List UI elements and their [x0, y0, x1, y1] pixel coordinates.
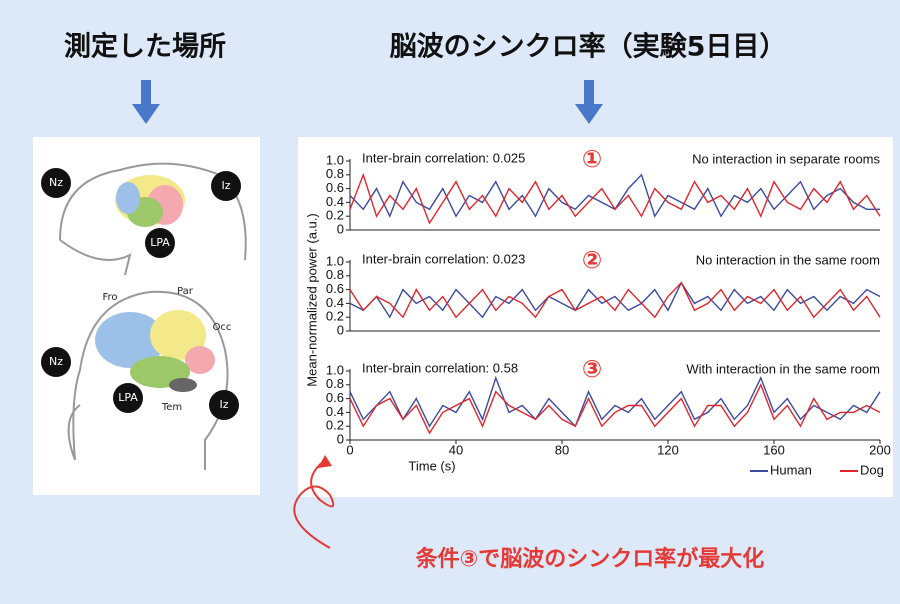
y-tick-label: 0.2 [326, 418, 344, 433]
y-tick-label: 0.4 [326, 194, 344, 209]
y-tick-label: 0.6 [326, 180, 344, 195]
y-tick-label: 0 [337, 221, 344, 236]
y-tick-label: 0.4 [326, 404, 344, 419]
series-line [349, 281, 881, 319]
label: Nz [49, 176, 63, 189]
dog-head [59, 162, 247, 276]
label: Iz [221, 179, 230, 192]
y-tick-label: 0.4 [326, 295, 344, 310]
label: Nz [49, 355, 63, 368]
x-tick-label: 160 [763, 442, 785, 457]
chart-panel [298, 137, 893, 497]
label: LPA [150, 236, 170, 249]
condition-label: No interaction in the same room [696, 252, 880, 267]
series-line [349, 375, 881, 428]
condition-label: No interaction in separate rooms [692, 151, 880, 166]
x-tick-label: 120 [657, 442, 679, 457]
correlation-label: Inter-brain correlation: 0.58 [362, 360, 518, 375]
x-axis-label: Time (s) [408, 458, 455, 473]
y-tick-label: 0.6 [326, 281, 344, 296]
y-tick-label: 1.0 [326, 253, 344, 268]
y-tick-label: 0 [337, 322, 344, 337]
y-tick-label: 1.0 [326, 362, 344, 377]
y-tick-label: 0.8 [326, 166, 344, 181]
y-tick-label: 0.2 [326, 208, 344, 223]
label: Tem [161, 402, 182, 413]
legend-label: Dog [860, 462, 884, 477]
y-tick-label: 0.8 [326, 376, 344, 391]
label: Occ [213, 322, 232, 333]
condition-label: With interaction in the same room [686, 361, 880, 376]
correlation-label: Inter-brain correlation: 0.025 [362, 150, 525, 165]
dog-brain [115, 175, 185, 227]
y-tick-label: 0.6 [326, 390, 344, 405]
red-arrow [293, 459, 335, 549]
label: Fro [102, 292, 117, 303]
y-tick-label: 0.8 [326, 267, 344, 282]
x-tick-label: 200 [869, 442, 891, 457]
condition-marker: ② [582, 246, 602, 274]
x-tick-label: 40 [449, 442, 463, 457]
series-line [349, 281, 881, 319]
left-title: 測定した場所 [64, 31, 226, 63]
electrode-labels: Nz Iz LPA Fro Par Occ Nz LPA Tem Iz [41, 168, 241, 420]
annotation: 条件③で脳波のシンクロ率が最大化 [415, 546, 765, 572]
red-arrow-head [318, 455, 332, 468]
correlation-label: Inter-brain correlation: 0.023 [362, 251, 525, 266]
human-head [67, 290, 229, 470]
series-line [349, 383, 881, 435]
condition-marker: ③ [582, 355, 602, 383]
arrows [132, 80, 603, 124]
x-tick-label: 0 [346, 442, 353, 457]
y-tick-label: 0.2 [326, 309, 344, 324]
x-tick-label: 80 [555, 442, 569, 457]
y-axis-label: Mean-normalized power (a.u.) [304, 213, 319, 386]
y-tick-label: 0 [337, 431, 344, 446]
right-title: 脳波のシンクロ率（実験5日目） [389, 31, 787, 63]
y-tick-label: 1.0 [326, 152, 344, 167]
series-line [349, 172, 881, 225]
human-brain [95, 310, 215, 392]
label: Par [177, 286, 194, 297]
legend-label: Human [770, 462, 812, 477]
label: Iz [219, 398, 228, 411]
label: LPA [118, 391, 138, 404]
condition-marker: ① [582, 145, 602, 173]
charts: 00.20.40.60.81.0 Inter-brain correlation:… [304, 145, 890, 477]
